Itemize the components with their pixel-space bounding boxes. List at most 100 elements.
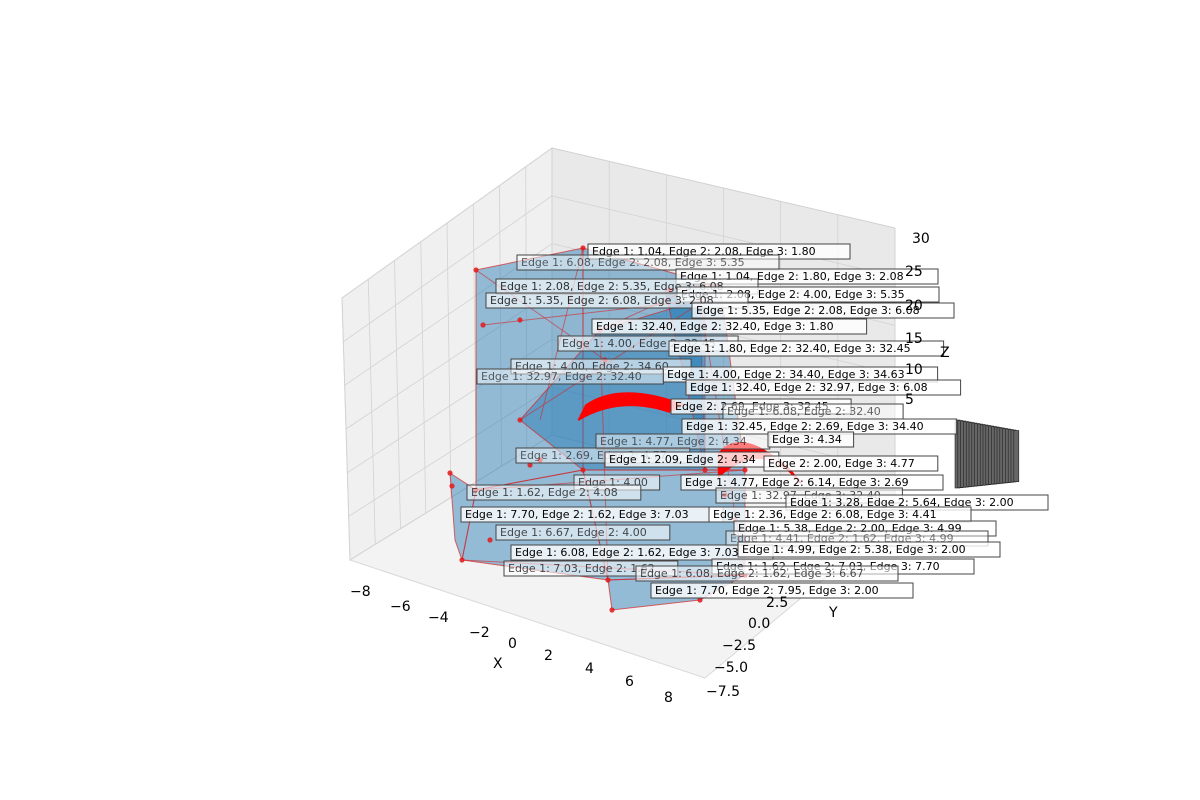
edge-label-text: Edge 1: 4.77, Edge 2: 6.14, Edge 3: 2.69 bbox=[685, 476, 909, 489]
x-tick-label: −2 bbox=[469, 625, 490, 641]
edge-label-text: Edge 1: 4.77, Edge 2: 4.34 bbox=[600, 435, 747, 448]
edge-label: Edge 1: 5.35, Edge 2: 6.08, Edge 3: 2.08 bbox=[485, 292, 749, 309]
edge-label-text: Edge 1: 32.40, Edge 2: 32.40, Edge 3: 1.… bbox=[596, 320, 834, 333]
y-tick-label: −7.5 bbox=[706, 684, 740, 700]
grid-line bbox=[345, 291, 553, 430]
grid-line bbox=[343, 195, 553, 342]
gray-hoop bbox=[954, 419, 1020, 489]
edge-label-box bbox=[591, 318, 868, 335]
mesh-vertex bbox=[702, 467, 708, 473]
arc-curve bbox=[578, 402, 673, 419]
edge-label: Edge 1: 4.00, Edge 2: 34.40, Edge 3: 34.… bbox=[662, 366, 939, 383]
z-tick-label: 30 bbox=[912, 231, 930, 247]
x-tick-label: −4 bbox=[428, 610, 449, 626]
mesh-vertex bbox=[449, 483, 455, 489]
edge-label: Edge 1: 2.36, Edge 2: 6.08, Edge 3: 4.41 bbox=[708, 506, 972, 523]
y-tick-label: 2.5 bbox=[766, 595, 788, 611]
grid-line bbox=[349, 434, 553, 561]
edge-label: Edge 1: 6.08, Edge 2: 1.62, Edge 3: 7.03 bbox=[510, 544, 774, 561]
edge-label: Edge 2: 2.00, Edge 3: 4.77 bbox=[763, 455, 939, 472]
x-axis-label: X bbox=[493, 656, 503, 672]
mesh-vertex bbox=[480, 322, 486, 328]
edge-label: Edge 1: 6.67, Edge 2: 4.00 bbox=[495, 524, 671, 541]
arc-curve bbox=[580, 399, 677, 415]
y-tick-label: 0.0 bbox=[748, 616, 770, 632]
mesh-edge bbox=[539, 247, 584, 421]
arc-curve bbox=[583, 394, 683, 409]
edge-label-box bbox=[668, 340, 945, 357]
edge-label: Edge 1: 6.08, Edge 2: 2.08, Edge 3: 5.35 bbox=[516, 254, 780, 271]
edge-label-box bbox=[516, 254, 780, 271]
y-tick-label: −2.5 bbox=[722, 638, 756, 654]
edge-label-box bbox=[733, 520, 997, 537]
arc-curve bbox=[581, 397, 679, 413]
edge-label: Edge 1: 32.97, Edge 2: 32.40 bbox=[476, 368, 664, 385]
mesh-vertex bbox=[447, 470, 453, 476]
edge-label: Edge 1: 4.99, Edge 2: 5.38, Edge 3: 2.00 bbox=[737, 541, 1001, 558]
arc-curve bbox=[582, 395, 681, 411]
x-tick-label: 2 bbox=[544, 648, 553, 664]
mesh-vertex bbox=[580, 245, 586, 251]
z-tick-label: 25 bbox=[905, 264, 923, 280]
z-axis-label: Z bbox=[940, 345, 950, 361]
axis-ticks: −8 −6 −4 −2 0 2 4 6 8 −7.5 −5.0 −2.5 0.0 2.5 5 10 15 20 25… bbox=[350, 231, 930, 706]
edge-label-box bbox=[670, 398, 852, 415]
edge-label-text: Edge 1: 32.45, Edge 2: 2.69, Edge 3: 34.… bbox=[686, 420, 924, 433]
edge-label-text: Edge 1: 3.28, Edge 2: 5.64, Edge 3: 2.00 bbox=[790, 496, 1014, 509]
edge-label: Edge 1: 5.35, Edge 2: 2.08, Edge 3: 6.08 bbox=[691, 302, 955, 319]
mesh-vertex bbox=[487, 537, 493, 543]
mesh-vertex bbox=[517, 317, 523, 323]
edge-label-text: Edge 1: 2.36, Edge 2: 6.08, Edge 3: 4.41 bbox=[713, 508, 937, 521]
mesh-vertex bbox=[580, 467, 586, 473]
edge-label-text: Edge 1: 32.97, Edge 2: 32.40 bbox=[481, 370, 642, 383]
mesh-vertex bbox=[517, 417, 523, 423]
edge-label-box bbox=[691, 302, 955, 319]
mesh-vertex bbox=[459, 557, 465, 563]
edge-label: Edge 1: 32.40, Edge 2: 32.40, Edge 3: 1.… bbox=[591, 318, 868, 335]
z-tick-label: 15 bbox=[905, 331, 923, 347]
edge-label-box bbox=[767, 431, 855, 448]
x-tick-label: 6 bbox=[625, 674, 634, 690]
grid-line bbox=[348, 386, 553, 517]
edge-label-text: Edge 1: 5.35, Edge 2: 2.08, Edge 3: 6.08 bbox=[696, 304, 920, 317]
edge-label-box bbox=[466, 484, 642, 501]
edge-label-text: Edge 1: 4.00, Edge 2: 34.60 bbox=[515, 360, 669, 373]
mesh-vertex bbox=[537, 457, 543, 463]
mesh-vertex bbox=[697, 597, 703, 603]
edge-label: Edge 3: 4.34 bbox=[767, 431, 855, 448]
edge-label-box bbox=[685, 379, 962, 396]
edge-label-text: Edge 1: 1.80, Edge 2: 32.40, Edge 3: 32.… bbox=[673, 342, 911, 355]
edge-label-box bbox=[635, 565, 899, 582]
edge-label-box bbox=[763, 455, 939, 472]
edge-label-box bbox=[495, 524, 671, 541]
edge-label-text: Edge 1: 5.35, Edge 2: 6.08, Edge 3: 2.08 bbox=[490, 294, 714, 307]
edge-label: Edge 1: 4.77, Edge 2: 6.14, Edge 3: 2.69 bbox=[680, 474, 944, 491]
edge-label-box bbox=[737, 541, 1001, 558]
x-tick-label: 8 bbox=[664, 690, 673, 706]
edge-label: Edge 1: 2.09, Edge 2: 4.34 bbox=[604, 451, 780, 468]
x-tick-label: 4 bbox=[585, 661, 594, 677]
edge-label-text: Edge 1: 5.38, Edge 2: 2.00, Edge 3: 4.99 bbox=[738, 522, 962, 535]
grid-line bbox=[341, 147, 553, 299]
arc-curve bbox=[577, 404, 671, 421]
z-tick-label: 5 bbox=[905, 392, 914, 408]
x-tick-label: 0 bbox=[508, 636, 517, 652]
z-tick-label: 10 bbox=[905, 362, 923, 378]
edge-label-text: Edge 1: 7.03, Edge 2: 1.62 bbox=[508, 562, 655, 575]
edge-label: Edge 1: 1.62, Edge 2: 4.08 bbox=[466, 484, 642, 501]
mesh-vertex bbox=[527, 462, 533, 468]
x-tick-label: −6 bbox=[390, 599, 411, 615]
edge-labels: Edge 1: 1.04, Edge 2: 2.08, Edge 3: 1.80… bbox=[460, 243, 1049, 599]
mesh-vertex bbox=[605, 577, 611, 583]
mesh-vertex bbox=[742, 467, 748, 473]
edge-label-text: Edge 1: 6.08, Edge 2: 32.40 bbox=[727, 405, 881, 418]
edge-label-text: Edge 1: 6.08, Edge 2: 1.62, Edge 3: 7.03 bbox=[515, 546, 739, 559]
edge-label-text: Edge 1: 2.09, Edge 2: 4.34 bbox=[609, 453, 756, 466]
x-tick-label: −8 bbox=[350, 584, 371, 600]
edge-label: Edge 1: 5.38, Edge 2: 2.00, Edge 3: 4.99 bbox=[733, 520, 997, 537]
edge-label-text: Edge 1: 2.08, Edge 2: 5.35, Edge 3: 6.08 bbox=[500, 280, 724, 293]
edge-label-text: Edge 1: 7.70, Edge 2: 7.95, Edge 3: 2.00 bbox=[655, 584, 879, 597]
y-axis-label: Y bbox=[828, 605, 838, 621]
edge-label: Edge 1: 7.70, Edge 2: 1.62, Edge 3: 7.03 bbox=[460, 506, 724, 523]
